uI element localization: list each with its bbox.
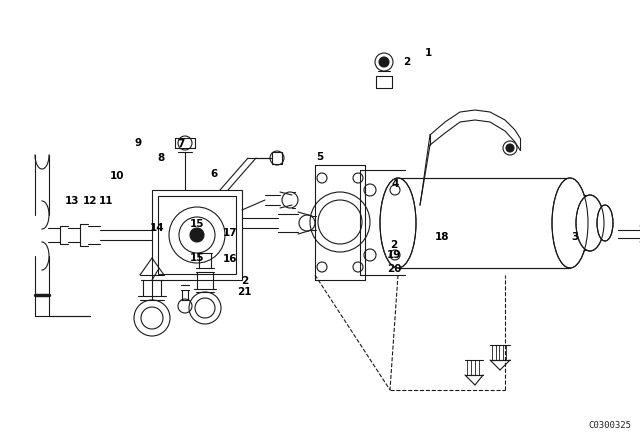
Text: 19: 19: [387, 250, 401, 260]
Text: 15: 15: [190, 219, 204, 229]
Text: 5: 5: [316, 152, 324, 162]
Text: 12: 12: [83, 196, 97, 206]
Ellipse shape: [552, 178, 588, 268]
Text: 15: 15: [190, 253, 204, 263]
Text: 13: 13: [65, 196, 79, 206]
Ellipse shape: [380, 178, 416, 268]
Circle shape: [379, 57, 389, 67]
Text: 18: 18: [435, 233, 449, 242]
Bar: [152, 190, 242, 280]
Text: 4: 4: [392, 179, 399, 189]
Text: 3: 3: [571, 233, 579, 242]
Text: 21: 21: [237, 287, 252, 297]
Text: 14: 14: [150, 224, 164, 233]
Circle shape: [190, 228, 204, 242]
Text: 16: 16: [223, 254, 237, 264]
Text: 17: 17: [223, 228, 237, 238]
Text: 2: 2: [403, 57, 411, 67]
Text: C0300325: C0300325: [589, 421, 632, 430]
Text: 2: 2: [241, 276, 248, 286]
Text: 20: 20: [387, 264, 401, 274]
Text: 1: 1: [425, 48, 433, 58]
Text: 7: 7: [177, 139, 184, 149]
Circle shape: [506, 144, 514, 152]
Text: 9: 9: [134, 138, 141, 148]
Bar: [158, 196, 236, 274]
Ellipse shape: [576, 195, 604, 251]
Text: 2: 2: [390, 240, 398, 250]
Text: 11: 11: [99, 196, 113, 206]
Circle shape: [503, 141, 517, 155]
Text: 10: 10: [110, 171, 124, 181]
Text: 8: 8: [157, 153, 165, 163]
Ellipse shape: [597, 205, 613, 241]
Text: 6: 6: [211, 169, 218, 179]
